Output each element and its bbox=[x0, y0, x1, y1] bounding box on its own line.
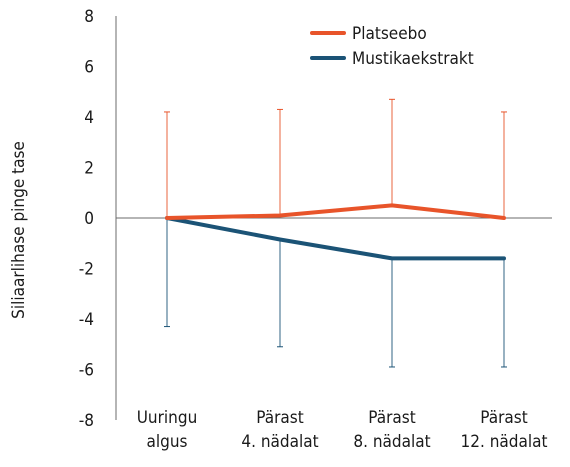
x-tick-label: Pärast 4. nädalat bbox=[241, 408, 318, 452]
y-tick-label: 0 bbox=[84, 209, 94, 229]
x-tick-label: Uuringu algus bbox=[137, 408, 198, 452]
y-tick-label: -2 bbox=[79, 260, 94, 280]
y-tick-label: -4 bbox=[79, 310, 94, 330]
y-tick-label: 8 bbox=[84, 7, 94, 27]
series-line-mustikaekstrakt bbox=[165, 216, 506, 261]
y-axis-label: Siliaarlihase pinge tase bbox=[9, 141, 29, 319]
legend: Platseebo Mustikaekstrakt bbox=[310, 24, 474, 69]
x-tick-label: Pärast 8. nädalat bbox=[353, 408, 430, 452]
y-tick-label: 6 bbox=[84, 58, 94, 78]
legend-label-platseebo: Platseebo bbox=[352, 24, 427, 44]
series-line-platseebo bbox=[165, 203, 506, 220]
y-tick-label: 2 bbox=[84, 159, 94, 179]
series-lines bbox=[165, 203, 506, 261]
x-tick-label: Pärast 12. nädalat bbox=[461, 408, 548, 452]
x-tick-labels: Uuringu algus Pärast 4. nädalat Pärast 8. näd… bbox=[137, 408, 548, 452]
y-tick-labels: 8 6 4 2 0 -2 -4 -6 -8 bbox=[79, 7, 94, 431]
y-tick-label: -6 bbox=[79, 361, 94, 381]
y-tick-label: -8 bbox=[79, 411, 94, 431]
legend-label-mustikaekstrakt: Mustikaekstrakt bbox=[352, 49, 474, 69]
error-bars bbox=[164, 98, 507, 368]
y-tick-label: 4 bbox=[84, 108, 94, 128]
